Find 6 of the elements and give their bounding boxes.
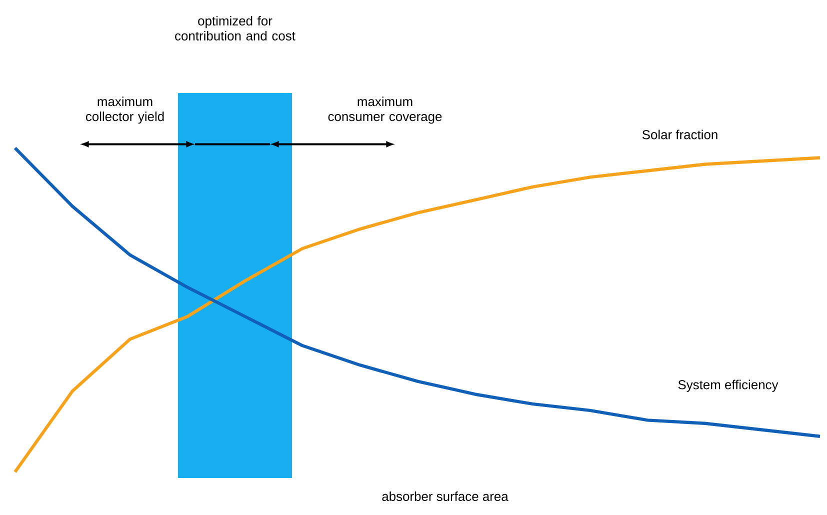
x-axis-title: absorber surface area: [382, 491, 508, 502]
text: System efficiency: [678, 380, 778, 392]
text: optimized for contribution and cost: [175, 16, 296, 40]
series-label: Solar fraction: [642, 130, 718, 140]
text: maximum consumer coverage: [328, 96, 442, 124]
text: maximum collector yield: [86, 96, 164, 124]
